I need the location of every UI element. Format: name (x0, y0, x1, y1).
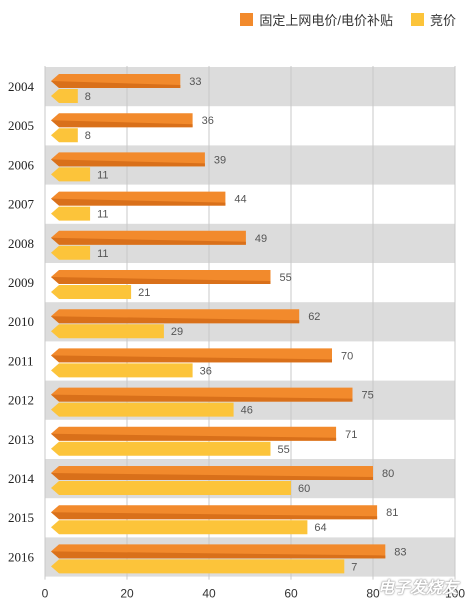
bar-bidding (51, 167, 91, 182)
data-label-fixed-price: 62 (308, 311, 320, 323)
legend-item-fixed-price: 固定上网电价/电价补贴 (240, 10, 393, 29)
bar-shade-fixed-price (51, 237, 246, 245)
bar-shade-fixed-price (51, 473, 373, 480)
data-label-fixed-price: 80 (382, 468, 394, 480)
bar-shade-fixed-price (51, 551, 386, 559)
y-tick-label: 2014 (8, 471, 35, 486)
data-label-fixed-price: 83 (394, 546, 406, 558)
y-tick-label: 2016 (8, 549, 35, 564)
data-label-bidding: 8 (85, 130, 91, 142)
data-label-bidding: 21 (138, 287, 150, 299)
legend-item-bidding: 竞价 (410, 10, 456, 29)
bar-bidding (51, 520, 308, 535)
data-label-fixed-price: 49 (255, 233, 267, 245)
legend-label-bidding: 竞价 (429, 13, 456, 28)
data-label-bidding: 11 (97, 209, 108, 221)
bar-shade-fixed-price (51, 198, 226, 206)
data-label-bidding: 8 (85, 91, 91, 103)
data-label-bidding: 36 (200, 365, 212, 377)
legend-label-fixed-price: 固定上网电价/电价补贴 (259, 13, 393, 28)
bar-shade-fixed-price (51, 512, 378, 520)
data-label-fixed-price: 39 (214, 154, 226, 166)
y-tick-label: 2012 (8, 393, 34, 408)
x-tick-label: 100 (445, 587, 465, 601)
bar-bidding (51, 324, 164, 339)
data-label-fixed-price: 55 (280, 272, 292, 284)
bar-bidding (51, 206, 91, 221)
x-tick-label: 0 (42, 587, 49, 601)
bar-shade-fixed-price (51, 316, 300, 324)
data-label-fixed-price: 71 (345, 429, 357, 441)
y-tick-label: 2009 (8, 275, 34, 290)
data-label-bidding: 29 (171, 326, 183, 338)
bar-bidding (51, 363, 193, 378)
bar-bidding (51, 559, 345, 574)
watermark: 电子发烧友 (377, 580, 458, 597)
data-label-bidding: 46 (241, 405, 253, 417)
legend-swatch-yellow (410, 13, 424, 26)
data-label-bidding: 60 (298, 483, 310, 495)
data-label-bidding: 55 (278, 444, 290, 456)
x-tick-label: 40 (202, 587, 216, 601)
bar-shade-fixed-price (51, 433, 337, 441)
bar-bidding (51, 402, 234, 417)
data-label-bidding: 64 (314, 522, 326, 534)
y-tick-label: 2010 (8, 314, 34, 329)
bar-shade-fixed-price (51, 355, 332, 363)
bar-bidding (51, 245, 91, 260)
bar-bidding (51, 481, 291, 495)
bar-shade-fixed-price (51, 277, 271, 284)
bar-shade-fixed-price (51, 81, 181, 88)
y-tick-label: 2015 (8, 510, 34, 525)
data-label-fixed-price: 75 (362, 390, 374, 402)
bar-shade-fixed-price (51, 120, 193, 128)
y-tick-label: 2008 (8, 236, 34, 251)
bar-shade-fixed-price (51, 394, 353, 402)
data-label-fixed-price: 36 (202, 115, 214, 127)
x-tick-label: 60 (284, 587, 298, 601)
y-tick-label: 2013 (8, 432, 34, 447)
bar-bidding (51, 89, 78, 103)
legend-swatch-orange (240, 13, 254, 26)
data-label-fixed-price: 33 (189, 76, 201, 88)
data-label-bidding: 11 (97, 248, 108, 260)
data-label-fixed-price: 44 (234, 194, 246, 206)
bar-bidding (51, 441, 271, 456)
y-tick-label: 2006 (8, 157, 35, 172)
y-tick-label: 2007 (8, 197, 35, 212)
data-label-bidding: 11 (97, 169, 108, 181)
legend: 固定上网电价/电价补贴 竞价 (240, 10, 456, 29)
y-tick-label: 2004 (8, 79, 35, 94)
x-tick-label: 80 (366, 587, 380, 601)
x-tick-label: 20 (120, 587, 134, 601)
bar-bidding (51, 128, 78, 143)
data-label-fixed-price: 81 (386, 507, 398, 519)
data-label-fixed-price: 70 (341, 350, 353, 362)
y-tick-label: 2005 (8, 118, 34, 133)
bar-shade-fixed-price (51, 159, 205, 167)
data-label-bidding: 7 (351, 561, 357, 573)
bar-bidding (51, 285, 132, 299)
y-tick-label: 2011 (8, 353, 34, 368)
